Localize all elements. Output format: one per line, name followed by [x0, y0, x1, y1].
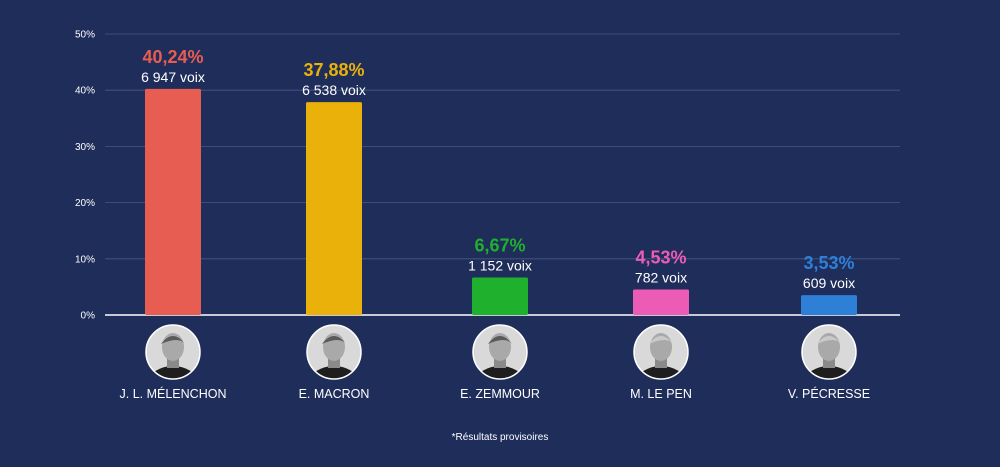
category-label: J. L. MÉLENCHON — [120, 386, 227, 401]
y-tick-label: 30% — [75, 142, 95, 153]
portrait-macron-icon — [306, 324, 362, 380]
portrait-le-pen-icon — [633, 324, 689, 380]
data-label-percent: 4,53% — [635, 248, 686, 268]
data-label-votes: 609 voix — [803, 275, 855, 291]
y-tick-label: 0% — [81, 311, 96, 322]
category-label: M. LE PEN — [630, 387, 692, 401]
category-label: E. ZEMMOUR — [460, 387, 540, 401]
portrait-zemmour-icon — [472, 324, 528, 380]
portrait-pecresse-icon — [801, 324, 857, 380]
category-label: V. PÉCRESSE — [788, 386, 870, 401]
y-tick-label: 50% — [75, 30, 95, 41]
bar — [801, 295, 857, 315]
y-tick-label: 20% — [75, 198, 95, 209]
data-label-percent: 3,53% — [803, 253, 854, 273]
portrait-melenchon-icon — [145, 324, 201, 380]
data-label-votes: 6 538 voix — [302, 82, 366, 98]
data-label-percent: 6,67% — [474, 236, 525, 256]
data-label-percent: 37,88% — [303, 60, 364, 80]
data-label-percent: 40,24% — [142, 47, 203, 67]
y-tick-label: 40% — [75, 86, 95, 97]
data-label-votes: 782 voix — [635, 270, 687, 286]
category-label: E. MACRON — [299, 387, 370, 401]
y-tick-label: 10% — [75, 254, 95, 265]
bar — [145, 88, 201, 315]
bar — [633, 289, 689, 315]
footnote: *Résultats provisoires — [451, 432, 549, 443]
bar — [472, 277, 528, 315]
data-label-votes: 1 152 voix — [468, 258, 532, 274]
data-label-votes: 6 947 voix — [141, 69, 205, 85]
bar — [306, 102, 362, 315]
